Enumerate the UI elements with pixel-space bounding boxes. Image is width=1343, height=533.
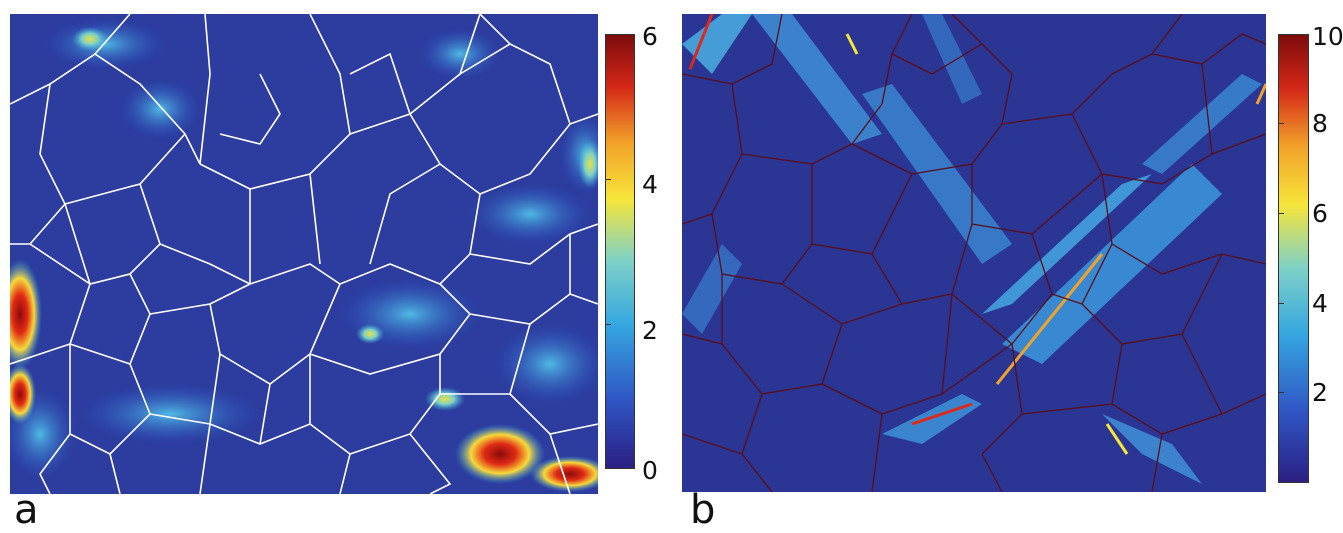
- panel-b-colorbar-tick: 2: [1312, 378, 1328, 407]
- panel-a-colorbar-tick: 6: [642, 22, 658, 51]
- panel-a-light-regions: [10, 19, 598, 479]
- panel-a-colorbar-tick: 2: [642, 316, 658, 345]
- panel-b-colorbar-tickmark: [1278, 213, 1284, 214]
- panel-a-grain-boundaries: [10, 14, 598, 494]
- panel-b-label: b: [690, 487, 716, 533]
- panel-b-map: [682, 14, 1266, 492]
- panel-a-map: [10, 14, 598, 494]
- panel-b-field: [682, 14, 1266, 492]
- panel-b-colorbar-tickmark: [1278, 34, 1284, 35]
- panel-b-colorbar: [1278, 34, 1309, 483]
- panel-a-colorbar-tick: 0: [642, 456, 658, 485]
- panel-b-colorbar-tick: 6: [1312, 199, 1328, 228]
- panel-a-field: [10, 14, 598, 494]
- panel-a-colorbar: [605, 34, 635, 469]
- panel-b-colorbar-tick: 10: [1312, 22, 1343, 51]
- panel-b-grain-boundaries: [682, 14, 1266, 492]
- panel-a-colorbar-tickmark: [605, 34, 611, 35]
- panel-a-colorbar-tickmark: [605, 179, 611, 180]
- panel-b-colorbar-tick: 4: [1312, 289, 1328, 318]
- panel-b-colorbar-tick: 8: [1312, 109, 1328, 138]
- panel-b-colorbar-tickmark: [1278, 303, 1284, 304]
- panel-a-colorbar-tick: 4: [642, 170, 658, 199]
- panel-a-colorbar-tickmark: [605, 324, 611, 325]
- panel-b-colorbar-tickmark: [1278, 123, 1284, 124]
- panel-a-label: a: [14, 487, 39, 533]
- panel-b-colorbar-tickmark: [1278, 392, 1284, 393]
- panel-b-slip-bands: [682, 14, 1262, 484]
